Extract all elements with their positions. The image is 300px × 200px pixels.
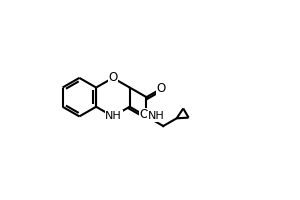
Text: NH: NH [148,111,165,121]
Text: NH: NH [105,111,122,121]
Text: O: O [108,71,118,84]
Text: O: O [156,82,165,95]
Text: O: O [139,108,148,121]
